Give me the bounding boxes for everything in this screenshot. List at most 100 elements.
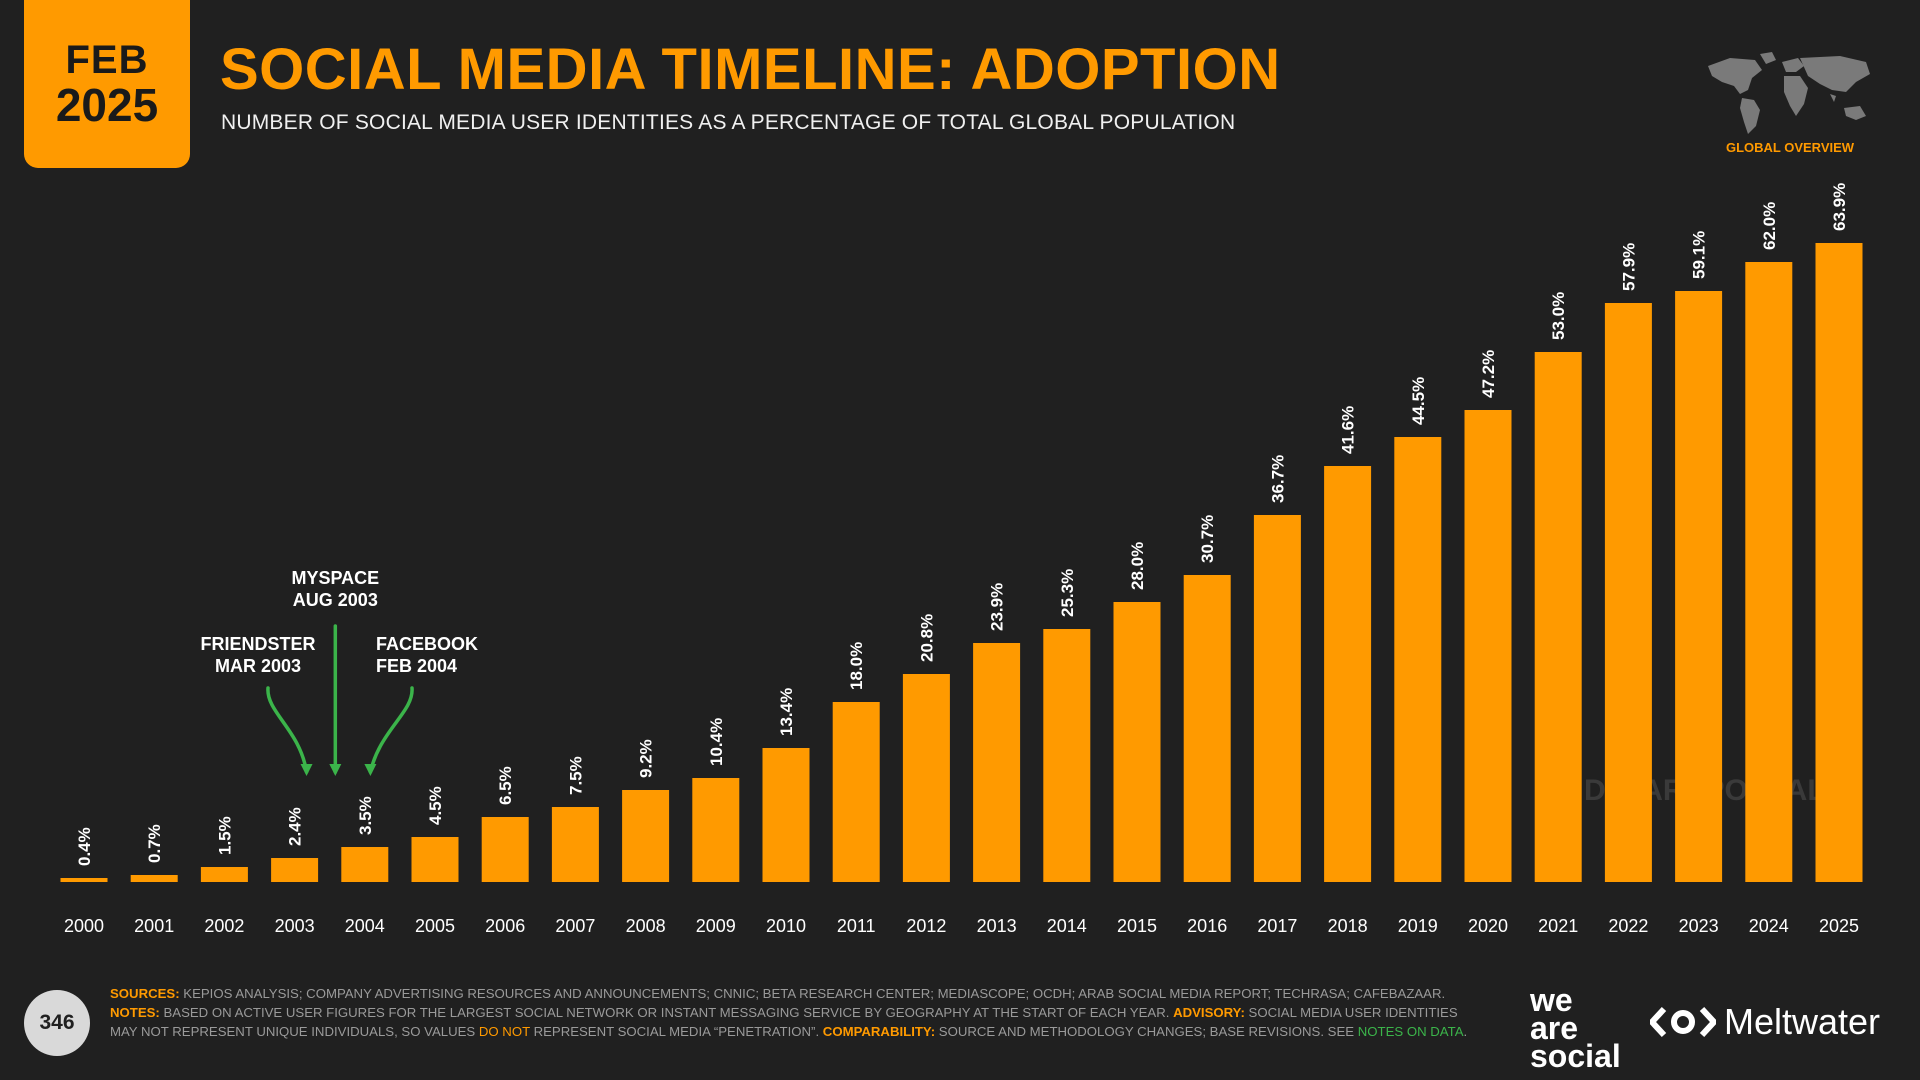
data-label: 36.7% — [1268, 455, 1287, 503]
data-label: 0.4% — [75, 827, 94, 866]
bar — [481, 817, 529, 882]
notes-text: BASED ON ACTIVE USER FIGURES FOR THE LAR… — [163, 1005, 1170, 1020]
data-label: 10.4% — [707, 718, 726, 766]
bar — [973, 643, 1021, 882]
x-tick-label: 2000 — [64, 916, 104, 936]
advisory-text-2: REPRESENT SOCIAL MEDIA “PENETRATION”. — [533, 1024, 820, 1039]
data-label: 53.0% — [1549, 292, 1568, 340]
bar — [762, 748, 810, 882]
annotation-date: AUG 2003 — [293, 590, 378, 610]
data-label: 2.4% — [286, 807, 305, 846]
bar — [1464, 410, 1512, 882]
footer-notes: SOURCES: KEPIOS ANALYSIS; COMPANY ADVERT… — [110, 984, 1480, 1041]
comparability-label: COMPARABILITY: — [822, 1024, 936, 1039]
data-label: 13.4% — [777, 688, 796, 736]
region-label: GLOBAL OVERVIEW — [1725, 140, 1855, 155]
annotation-title: MYSPACE — [291, 568, 379, 588]
data-label: 30.7% — [1198, 515, 1217, 563]
notes-on-data-link[interactable]: NOTES ON DATA — [1357, 1024, 1464, 1039]
page-title: SOCIAL MEDIA TIMELINE: ADOPTION — [220, 37, 1281, 102]
bar — [1324, 466, 1372, 882]
data-label: 44.5% — [1409, 377, 1428, 425]
bar — [692, 778, 740, 882]
x-tick-label: 2023 — [1679, 916, 1719, 936]
data-label: 0.7% — [145, 824, 164, 863]
data-label: 28.0% — [1128, 542, 1147, 590]
bar — [1183, 575, 1231, 882]
x-tick-label: 2011 — [837, 916, 876, 936]
bar — [1253, 515, 1301, 882]
data-label: 62.0% — [1760, 202, 1779, 250]
data-label: 57.9% — [1619, 243, 1638, 291]
x-tick-label: 2013 — [977, 916, 1017, 936]
bar — [902, 674, 950, 882]
annotation-arrow-line — [368, 686, 414, 774]
data-label: 4.5% — [426, 786, 445, 825]
bar — [1394, 437, 1442, 882]
x-tick-label: 2020 — [1468, 916, 1508, 936]
data-label: 23.9% — [988, 583, 1007, 631]
x-tick-label: 2010 — [766, 916, 806, 936]
sources-label: SOURCES: — [110, 986, 180, 1001]
data-label: 25.3% — [1058, 569, 1077, 617]
annotation-date: FEB 2004 — [376, 656, 457, 676]
meltwater-wordmark: Meltwater — [1724, 1001, 1881, 1042]
comparability-text: SOURCE AND METHODOLOGY CHANGES; BASE REV… — [938, 1024, 1355, 1039]
data-label: 18.0% — [847, 642, 866, 690]
bar — [832, 702, 880, 882]
annotation-arrow-line — [266, 686, 309, 774]
page-subtitle: NUMBER OF SOCIAL MEDIA USER IDENTITIES A… — [221, 111, 1236, 134]
advisory-text-1: SOCIAL MEDIA USER IDENTITIES MAY NOT REP… — [110, 1005, 1458, 1039]
x-tick-label: 2016 — [1187, 916, 1227, 936]
annotation-title: FRIENDSTER — [200, 634, 315, 654]
advisory-highlight: DO NOT — [478, 1024, 530, 1039]
x-tick-label: 2007 — [555, 916, 595, 936]
footer-end: . — [1463, 1024, 1468, 1039]
meltwater-mark-icon — [1650, 1006, 1716, 1038]
we-are-social-logo: we are social — [1530, 982, 1640, 1072]
x-tick-label: 2025 — [1819, 916, 1859, 936]
bar — [1815, 243, 1863, 882]
bar — [1113, 602, 1161, 882]
data-label: 41.6% — [1339, 406, 1358, 454]
x-tick-label: 2003 — [275, 916, 315, 936]
bar — [341, 847, 389, 882]
logo-word-are: are — [1530, 1010, 1579, 1046]
meltwater-logo: Meltwater — [1650, 1001, 1881, 1042]
x-tick-label: 2008 — [626, 916, 666, 936]
x-tick-label: 2002 — [204, 916, 244, 936]
logo-word-we: we — [1530, 982, 1573, 1018]
annotation-title: FACEBOOK — [376, 634, 478, 654]
data-label: 7.5% — [566, 756, 585, 795]
x-tick-label: 2006 — [485, 916, 525, 936]
badge-year: 2025 — [55, 78, 159, 131]
annotation-arrowhead-icon — [300, 764, 313, 776]
annotation-arrowhead-icon — [364, 764, 377, 776]
world-map-icon — [1700, 48, 1880, 138]
bar — [1604, 303, 1652, 882]
date-badge: FEB 2025 — [24, 0, 190, 168]
annotation-arrowhead-icon — [329, 764, 342, 776]
page-number: 346 — [24, 990, 90, 1056]
x-tick-label: 2005 — [415, 916, 455, 936]
bar — [1534, 352, 1582, 882]
data-label: 9.2% — [637, 739, 656, 778]
bar — [551, 807, 599, 882]
x-tick-label: 2019 — [1398, 916, 1438, 936]
x-tick-label: 2018 — [1328, 916, 1368, 936]
x-tick-label: 2004 — [345, 916, 385, 936]
data-label: 3.5% — [356, 796, 375, 835]
bar — [622, 790, 670, 882]
advisory-label: ADVISORY: — [1173, 1005, 1245, 1020]
x-tick-label: 2022 — [1608, 916, 1648, 936]
data-label: 59.1% — [1690, 231, 1709, 279]
annotation-date: MAR 2003 — [215, 656, 301, 676]
bar — [130, 875, 178, 882]
x-tick-label: 2009 — [696, 916, 736, 936]
x-tick-label: 2001 — [134, 916, 174, 936]
badge-month: FEB — [65, 37, 149, 82]
x-tick-label: 2017 — [1257, 916, 1297, 936]
bar — [60, 878, 108, 882]
adoption-bar-chart: DATAREPORTAL 0.4%20000.7%20011.5%20022.4… — [60, 183, 1863, 936]
bar — [1043, 629, 1091, 882]
